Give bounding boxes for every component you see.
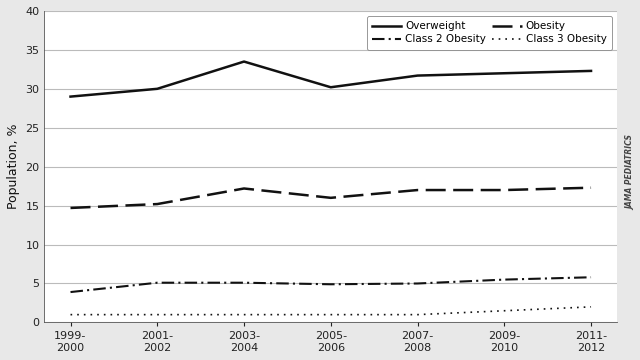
Legend: Overweight, Class 2 Obesity, Obesity, Class 3 Obesity: Overweight, Class 2 Obesity, Obesity, Cl… bbox=[367, 16, 612, 50]
Y-axis label: Population, %: Population, % bbox=[7, 124, 20, 210]
Text: JAMA PEDIATRICS: JAMA PEDIATRICS bbox=[626, 135, 635, 210]
